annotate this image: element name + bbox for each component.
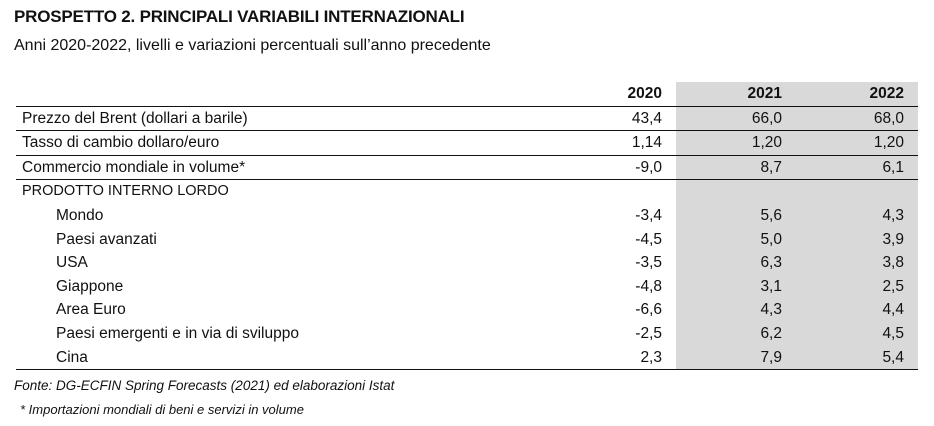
row-label: Giappone	[56, 277, 124, 295]
cell-2022: 1,20	[796, 130, 918, 156]
asterisk-footnote: * Importazioni mondiali di beni e serviz…	[20, 402, 304, 417]
table-row: Tasso di cambio dollaro/euro 1,14 1,20 1…	[16, 130, 918, 156]
cell-2020: -9,0	[481, 155, 676, 181]
table-row: Paesi emergenti e in via di sviluppo -2,…	[16, 321, 918, 346]
column-header-2021: 2021	[676, 82, 796, 107]
cell-2022: 5,4	[796, 345, 918, 371]
table-row: Cina 2,3 7,9 5,4	[16, 345, 918, 371]
cell-2021: 1,20	[676, 130, 796, 156]
cell-2022: 3,9	[796, 227, 918, 252]
cell-2021: 3,1	[676, 274, 796, 299]
row-label: Prezzo del Brent (dollari a barile)	[16, 106, 481, 132]
cell-2020: -3,5	[635, 254, 662, 272]
cell-2022: 6,1	[796, 155, 918, 181]
cell-2020: 1,14	[481, 130, 676, 156]
cell-2021	[676, 179, 796, 204]
table-row: Area Euro -6,6 4,3 4,4	[16, 298, 918, 322]
data-table: 2020 2021 2022 Prezzo del Brent (dollari…	[16, 82, 918, 371]
cell-2020: 2,3	[481, 345, 676, 371]
page-title: PROSPETTO 2. PRINCIPALI VARIABILI INTERN…	[14, 7, 465, 26]
table-section-row: PRODOTTO INTERNO LORDO	[16, 179, 918, 204]
cell-2020: 43,4	[481, 106, 676, 132]
cell-2020	[481, 180, 676, 204]
cell-2021: 8,7	[676, 155, 796, 181]
table-row: Paesi avanzati -4,5 5,0 3,9	[16, 227, 918, 252]
section-label: PRODOTTO INTERNO LORDO	[22, 183, 229, 200]
row-label: Paesi emergenti e in via di sviluppo	[56, 324, 299, 342]
cell-2022: 2,5	[796, 274, 918, 299]
cell-2020: -2,5	[635, 324, 662, 342]
cell-2021: 66,0	[676, 106, 796, 132]
column-header-label	[16, 82, 481, 107]
cell-2020: -4,5	[635, 230, 662, 248]
row-label: Area Euro	[56, 301, 126, 319]
table-row: Giappone -4,8 3,1 2,5	[16, 274, 918, 299]
cell-2021: 7,9	[676, 345, 796, 371]
table-header-row: 2020 2021 2022	[16, 82, 918, 107]
table-row: USA -3,5 6,3 3,8	[16, 251, 918, 275]
cell-2022	[796, 179, 918, 204]
source-footnote: Fonte: DG-ECFIN Spring Forecasts (2021) …	[14, 378, 395, 393]
cell-2020: -3,4	[635, 206, 662, 224]
cell-2021: 5,0	[676, 227, 796, 252]
cell-2021: 4,3	[676, 298, 796, 322]
column-header-2022: 2022	[796, 82, 918, 107]
cell-2020: -4,8	[635, 277, 662, 295]
cell-2022: 3,8	[796, 251, 918, 275]
table-row: Mondo -3,4 5,6 4,3	[16, 203, 918, 228]
cell-2020: -6,6	[635, 301, 662, 319]
column-header-2020: 2020	[481, 82, 676, 107]
cell-2021: 5,6	[676, 203, 796, 228]
cell-2021: 6,3	[676, 251, 796, 275]
table-row: Commercio mondiale in volume* -9,0 8,7 6…	[16, 155, 918, 181]
row-label: Tasso di cambio dollaro/euro	[16, 130, 481, 156]
cell-2022: 4,5	[796, 321, 918, 346]
data-table-container: 2020 2021 2022 Prezzo del Brent (dollari…	[16, 82, 918, 371]
cell-2021: 6,2	[676, 321, 796, 346]
table-row: Prezzo del Brent (dollari a barile) 43,4…	[16, 106, 918, 132]
row-label: Paesi avanzati	[56, 230, 157, 248]
row-label: Mondo	[56, 206, 104, 224]
row-label: USA	[56, 254, 88, 272]
cell-2022: 68,0	[796, 106, 918, 132]
row-label: Commercio mondiale in volume*	[16, 155, 481, 181]
cell-2022: 4,4	[796, 298, 918, 322]
page-subtitle: Anni 2020-2022, livelli e variazioni per…	[14, 37, 491, 54]
cell-2022: 4,3	[796, 203, 918, 228]
row-label: Cina	[16, 345, 481, 371]
